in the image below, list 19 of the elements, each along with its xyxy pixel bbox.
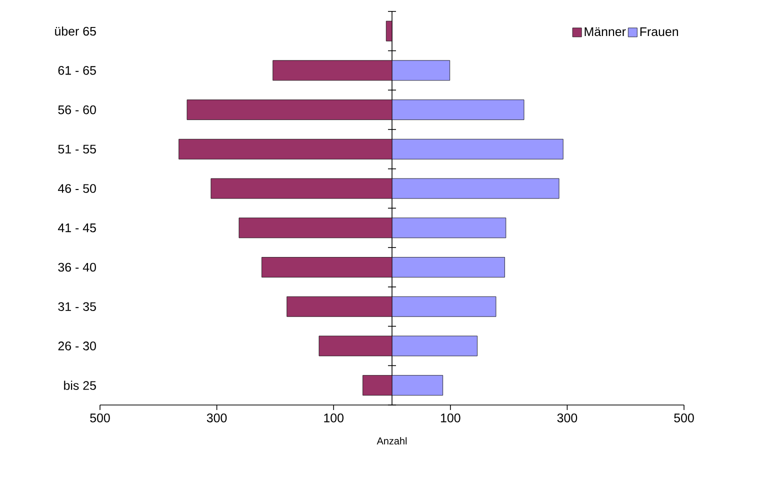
y-tick-label: über 65 [55,26,96,36]
legend-label: Frauen [640,27,678,36]
y-tick-label: 41 - 45 [58,224,96,232]
y-tick-label: 61 - 65 [58,66,96,75]
y-tick-label: 51 - 55 [58,144,96,154]
x-tick-label: 300 [557,414,578,422]
x-tick-label: 300 [206,414,227,422]
x-tick-label: 500 [90,414,110,422]
y-tick-label: 56 - 60 [58,105,96,114]
x-tick-label: 500 [674,414,694,422]
x-tick-label: 100 [440,414,460,422]
x-tick-label: 100 [324,414,344,422]
y-tick-label: bis 25 [64,380,96,390]
y-tick-label: 36 - 40 [58,262,96,272]
y-tick-label: 26 - 30 [58,342,96,350]
y-tick-label: 46 - 50 [58,184,96,193]
y-tick-label: 31 - 35 [58,302,96,312]
x-axis-title: Anzahl [376,437,407,444]
legend-label: Männer [584,27,626,36]
